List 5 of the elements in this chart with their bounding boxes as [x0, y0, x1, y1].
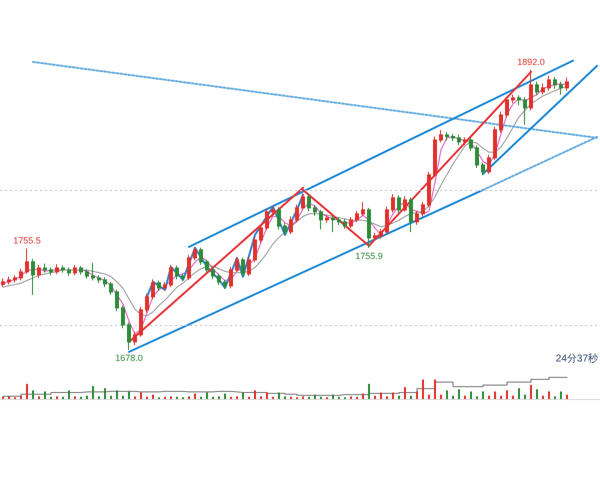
annotation: 1755.5 — [13, 235, 41, 246]
annotation: 1678.0 — [115, 352, 143, 363]
text: 24分37秒 — [556, 352, 598, 364]
annotation: 1755.9 — [355, 250, 383, 261]
annotation: 1892.0 — [517, 56, 545, 67]
